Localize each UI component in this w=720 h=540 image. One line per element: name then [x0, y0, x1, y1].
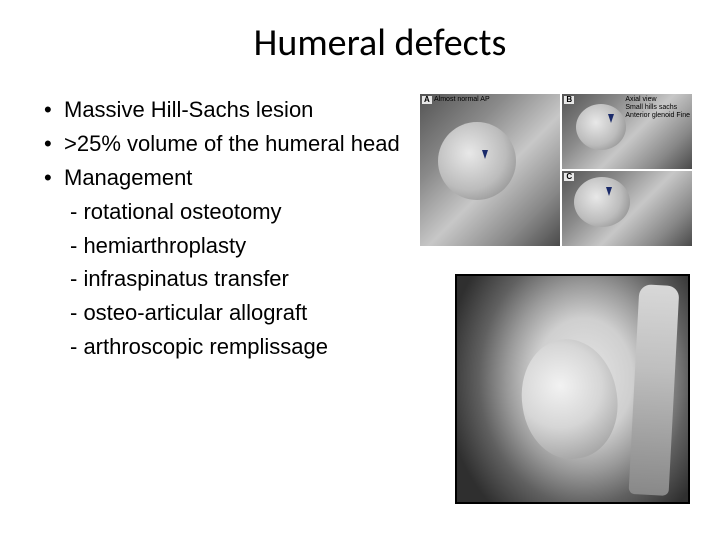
xray-image-b: B Axial view Small hills sachs Anterior … [562, 94, 692, 169]
panel-label-a: A [422, 96, 432, 104]
sub-item: - osteo-articular allograft [64, 297, 408, 329]
content-row: Massive Hill-Sachs lesion >25% volume of… [40, 94, 690, 504]
slide: Humeral defects Massive Hill-Sachs lesio… [0, 0, 720, 540]
sub-list: - rotational osteotomy - hemiarthroplast… [64, 196, 408, 363]
bullet-item: >25% volume of the humeral head [40, 128, 408, 160]
bullet-text: Management [64, 165, 192, 190]
text-column: Massive Hill-Sachs lesion >25% volume of… [40, 94, 408, 504]
sub-item: - arthroscopic remplissage [64, 331, 408, 363]
xray-image-a: A Almost normal AP [420, 94, 560, 246]
arrow-icon [608, 114, 614, 123]
xray-panel: A Almost normal AP B Axial view Small hi… [420, 94, 690, 244]
panel-label-b: B [564, 96, 574, 104]
sub-item: - infraspinatus transfer [64, 263, 408, 295]
xray-image-c: C Same patient Apical oblique Large Hill… [562, 171, 692, 246]
caption-a: Almost normal AP [434, 96, 490, 104]
bone-shape [574, 177, 630, 227]
page-title: Humeral defects [70, 20, 690, 66]
image-column: A Almost normal AP B Axial view Small hi… [420, 94, 690, 504]
bullet-item: Massive Hill-Sachs lesion [40, 94, 408, 126]
arrow-icon [606, 187, 612, 196]
arrow-icon [482, 150, 488, 159]
bullet-text: Massive Hill-Sachs lesion [64, 97, 313, 122]
panel-label-c: C [564, 173, 574, 181]
sub-item: - rotational osteotomy [64, 196, 408, 228]
mri-image [455, 274, 690, 504]
caption-b: Axial view Small hills sachs Anterior gl… [625, 96, 690, 120]
bullet-item: Management - rotational osteotomy - hemi… [40, 162, 408, 363]
sub-item: - hemiarthroplasty [64, 230, 408, 262]
bone-shape [576, 104, 626, 150]
bullet-text: >25% volume of the humeral head [64, 131, 400, 156]
bone-shape [438, 122, 516, 200]
bullet-list: Massive Hill-Sachs lesion >25% volume of… [40, 94, 408, 363]
